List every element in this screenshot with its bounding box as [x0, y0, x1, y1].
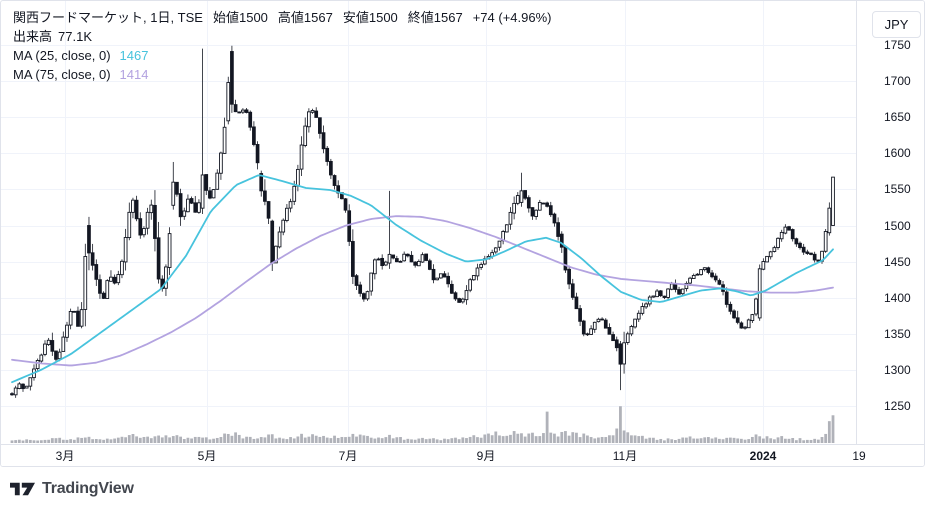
price-tick-1300: 1300	[884, 362, 911, 377]
price-tick-1650: 1650	[884, 110, 911, 125]
ma25-line	[11, 174, 834, 384]
time-axis[interactable]: 3月 5月 7月 9月 11月 2024 19	[1, 444, 924, 466]
time-tick-7月: 7月	[338, 449, 358, 463]
candles-layer	[10, 45, 835, 398]
time-tick-19: 19	[852, 449, 866, 463]
tradingview-attribution[interactable]: TradingView	[10, 479, 134, 499]
chart-widget: 関西フードマーケット, 1日, TSE 始値1500 高値1567 安値1500…	[0, 0, 925, 467]
price-chart-canvas[interactable]	[1, 1, 856, 444]
time-tick-3月: 3月	[55, 449, 75, 463]
price-tick-1400: 1400	[884, 290, 911, 305]
time-tick-2024: 2024	[749, 449, 777, 463]
tradingview-logo-text: TradingView	[42, 480, 134, 497]
price-tick-1750: 1750	[884, 38, 911, 52]
tradingview-logo-icon	[10, 482, 35, 496]
time-tick-5月: 5月	[197, 449, 217, 463]
price-tick-1600: 1600	[884, 146, 911, 161]
price-tick-1450: 1450	[884, 254, 911, 269]
currency-button[interactable]: JPY	[872, 11, 921, 38]
price-tick-1350: 1350	[884, 326, 911, 341]
price-axis[interactable]: 1750 1700 1650 1600 1550 1500 1450 1400 1350 1300…	[856, 1, 924, 444]
price-tick-1700: 1700	[884, 74, 911, 89]
price-tick-1250: 1250	[884, 399, 911, 413]
time-tick-9月: 9月	[476, 449, 496, 463]
price-tick-1550: 1550	[884, 182, 911, 197]
ma75-line	[11, 215, 834, 367]
time-tick-11月: 11月	[612, 449, 638, 463]
volume-layer	[10, 406, 835, 443]
price-tick-1500: 1500	[884, 218, 911, 233]
